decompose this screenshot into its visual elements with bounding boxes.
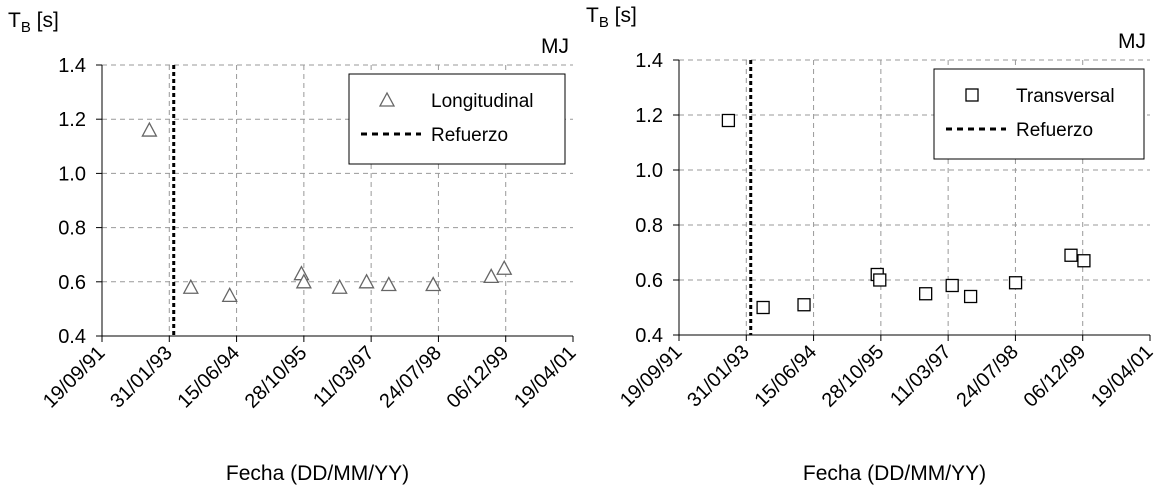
x-tick-label: 31/01/93 — [683, 341, 754, 412]
data-point-square — [919, 287, 933, 301]
y-tick-label: 0.6 — [58, 272, 86, 294]
x-tick-label: 19/09/91 — [616, 341, 687, 412]
chart-svg-transversal: 0.4 0.6 0.8 1.0 1.2 1.4 19/09/9131/01/9315/06/… — [586, 4, 1156, 485]
chart-svg-longitudinal: 0.4 0.6 0.8 1.0 1.2 1.4 19/09/9131/01/9315/06/… — [8, 9, 581, 485]
x-tick-label: 11/03/97 — [886, 341, 956, 411]
y-axis-label-unit: [s] — [609, 4, 637, 27]
data-point-triangle — [496, 259, 513, 275]
y-tick-label: 1.4 — [58, 55, 86, 77]
y-tick-label: 0.8 — [635, 215, 663, 237]
data-point-square — [1077, 254, 1091, 268]
x-tick-label: 28/10/95 — [818, 341, 889, 412]
x-tick-label: 24/07/98 — [952, 341, 1023, 412]
data-point-square — [1008, 276, 1023, 290]
y-tick-label: 1.0 — [635, 160, 663, 182]
x-axis-label: Fecha (DD/MM/YY) — [226, 462, 409, 485]
legend-marker-triangle — [378, 91, 396, 107]
data-point-square — [873, 273, 887, 287]
y-axis-label-main: T — [8, 9, 21, 32]
data-point-triangle — [295, 273, 312, 289]
data-point-square — [1064, 248, 1078, 262]
chart-panel-transversal: 0.4 0.6 0.8 1.0 1.2 1.4 19/09/91 31/01/93 15/06/… — [578, 0, 1156, 493]
x-tick-label: 19/04/01 — [1087, 341, 1156, 412]
y-axis-label-unit: [s] — [31, 9, 59, 32]
data-point-triangle — [182, 278, 199, 294]
x-tick-label: 28/10/95 — [241, 342, 312, 413]
data-point-triangle — [141, 121, 158, 137]
data-point-triangle — [331, 278, 348, 294]
data-point-triangle — [358, 273, 375, 289]
x-tick-label: 06/12/99 — [443, 342, 514, 413]
y-axis-label-main: T — [586, 4, 599, 27]
y-tick-label: 1.2 — [635, 105, 663, 127]
y-axis-label: TB [s] — [8, 9, 59, 36]
x-tick-label: 31/01/93 — [106, 342, 177, 413]
data-point-triangle — [425, 276, 442, 292]
y-tick-label: 0.4 — [58, 326, 86, 348]
y-tick-label: 1.2 — [58, 109, 86, 131]
legend-box — [348, 73, 566, 165]
data-point-square — [721, 113, 736, 128]
x-tick-label: 19/04/01 — [510, 342, 581, 413]
y-tick-label: 0.6 — [635, 270, 663, 292]
y-tick-label: 1.0 — [58, 163, 86, 185]
legend-label-refuerzo: Refuerzo — [1016, 120, 1093, 141]
x-tick-label: 15/06/94 — [173, 342, 244, 413]
x-tick-label: 19/09/91 — [39, 342, 110, 413]
data-point-square — [945, 278, 959, 293]
x-tick-label: 24/07/98 — [375, 342, 446, 413]
legend-label-series: Longitudinal — [431, 91, 533, 112]
y-tick-label: 1.4 — [635, 50, 663, 72]
data-point-square — [797, 298, 811, 312]
chart-tag-label: MJ — [541, 35, 569, 58]
legend-marker-square — [965, 88, 979, 102]
data-point-triangle — [483, 268, 500, 284]
data-point-triangle — [380, 276, 397, 292]
y-axis-label-subscript: B — [599, 14, 609, 31]
chart-panel-longitudinal: 0.4 0.6 0.8 1.0 1.2 1.4 19/09/91 31/01/93 15/06/… — [8, 9, 581, 485]
x-tick-label: 11/03/97 — [309, 342, 379, 412]
y-tick-label: 0.4 — [635, 325, 663, 347]
data-point-square — [963, 289, 978, 304]
data-point-triangle — [221, 286, 238, 303]
data-point-square — [756, 300, 770, 315]
y-axis-label: TB [s] — [586, 4, 637, 31]
y-tick-label: 0.8 — [58, 218, 86, 240]
chart-tag-label: MJ — [1118, 30, 1146, 53]
x-tick-label: 15/06/94 — [750, 341, 821, 412]
x-axis-label: Fecha (DD/MM/YY) — [803, 462, 986, 485]
legend-label-series: Transversal — [1016, 86, 1115, 107]
legend-label-refuerzo: Refuerzo — [431, 125, 508, 146]
legend-box — [933, 68, 1145, 160]
x-tick-label: 06/12/99 — [1020, 341, 1091, 412]
y-axis-label-subscript: B — [21, 19, 31, 36]
